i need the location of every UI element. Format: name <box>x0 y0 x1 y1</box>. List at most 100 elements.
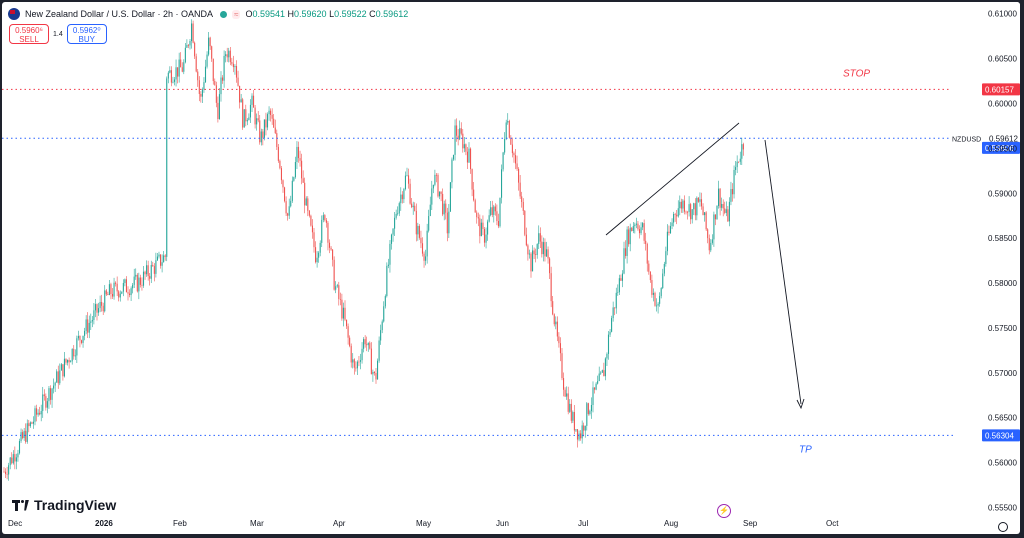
buy-button[interactable]: 0.5962⁰ BUY <box>66 24 107 44</box>
candle-body <box>121 291 123 294</box>
candle-body <box>522 201 524 211</box>
candles <box>3 19 744 481</box>
candle-body <box>204 66 207 83</box>
candle-body <box>545 249 548 257</box>
candle-body <box>676 214 678 217</box>
candle-body <box>527 245 529 255</box>
candle-body <box>479 218 481 237</box>
candle-body <box>381 321 383 331</box>
settings-gear-icon[interactable] <box>998 522 1008 532</box>
tradingview-logo[interactable]: TradingView <box>12 497 116 513</box>
x-tick-label: Apr <box>333 519 346 528</box>
candle-body <box>14 454 16 462</box>
candle-body <box>409 183 411 204</box>
symbol-header[interactable]: New Zealand Dollar / U.S. Dollar · 2h · … <box>8 8 408 20</box>
candle-body <box>597 381 599 384</box>
candle-body <box>313 232 315 248</box>
candle-body <box>657 303 659 306</box>
candle-body <box>80 340 83 343</box>
candle-body <box>257 118 259 121</box>
candle-body <box>528 253 530 255</box>
candle-body <box>352 359 354 363</box>
candle-body <box>587 403 589 414</box>
candle-body <box>32 421 34 424</box>
candle-body <box>615 292 617 309</box>
candle-body <box>246 120 248 122</box>
candle-body <box>268 110 270 115</box>
candle-body <box>708 238 710 251</box>
candle-body <box>555 321 557 325</box>
candle-body <box>415 210 417 235</box>
candle-body <box>108 284 110 295</box>
candle-body <box>228 50 230 58</box>
candle-body <box>592 387 594 405</box>
candle-body <box>536 244 538 255</box>
y-tick-label: 0.57000 <box>988 369 1017 378</box>
candle-body <box>29 422 31 427</box>
candle-body <box>659 296 661 304</box>
candle-body <box>9 457 11 466</box>
candle-body <box>225 54 227 56</box>
candle-body <box>736 161 738 168</box>
candle-body <box>15 457 17 462</box>
drawings[interactable] <box>605 122 805 410</box>
candle-body <box>364 339 366 345</box>
sell-button[interactable]: 0.5960⁶ SELL <box>9 24 49 44</box>
candle-body <box>187 44 189 46</box>
flash-icon[interactable]: ⚡ <box>717 504 731 518</box>
candle-body <box>628 229 630 245</box>
candle-body <box>22 432 24 439</box>
candle-body <box>105 290 107 295</box>
candle-body <box>124 279 126 283</box>
candle-body <box>222 77 224 81</box>
candle-body <box>62 364 64 377</box>
candle-body <box>56 371 58 383</box>
candle-body <box>530 253 532 272</box>
candle-body <box>384 296 386 307</box>
candle-body <box>369 342 371 349</box>
candle-body <box>339 299 341 300</box>
candle-body <box>494 206 496 212</box>
candle-body <box>209 37 211 47</box>
candle-body <box>713 214 715 240</box>
candle-body <box>617 292 619 293</box>
candle-body <box>428 216 430 231</box>
candle-body <box>136 274 138 292</box>
candle-body <box>8 465 10 475</box>
candle-body <box>153 266 155 274</box>
candle-body <box>446 212 448 234</box>
candle-body <box>260 131 262 143</box>
candle-body <box>623 248 625 274</box>
candle-body <box>614 307 616 309</box>
candle-body <box>403 189 405 200</box>
candle-body <box>690 204 692 220</box>
candle-body <box>163 255 165 263</box>
candle-body <box>356 361 358 369</box>
candle-body <box>406 175 408 177</box>
candle-body <box>245 109 247 122</box>
candle-body <box>226 54 228 58</box>
candle-body <box>293 177 295 181</box>
candle-body <box>184 47 186 63</box>
candle-body <box>11 457 13 464</box>
symbol-close-price: 0.59612 <box>989 134 1018 143</box>
candle-body <box>716 205 718 220</box>
candle-body <box>525 234 527 246</box>
candle-body <box>197 71 199 81</box>
candle-body <box>612 307 614 319</box>
candle-body <box>567 393 569 412</box>
candle-body <box>386 265 388 297</box>
symbol-title[interactable]: New Zealand Dollar / U.S. Dollar · 2h · … <box>25 9 214 19</box>
candle-body <box>338 285 340 300</box>
candle-body <box>674 214 676 215</box>
candle-body <box>40 410 42 415</box>
candle-body <box>200 93 202 97</box>
candle-body <box>631 227 633 232</box>
x-axis: Dec 2026 Feb Mar Apr May Jun Jul Aug Sep Oct <box>8 519 839 528</box>
candle-body <box>77 335 79 339</box>
candle-body <box>603 370 605 377</box>
candle-body <box>203 82 205 90</box>
candle-body <box>727 209 729 222</box>
